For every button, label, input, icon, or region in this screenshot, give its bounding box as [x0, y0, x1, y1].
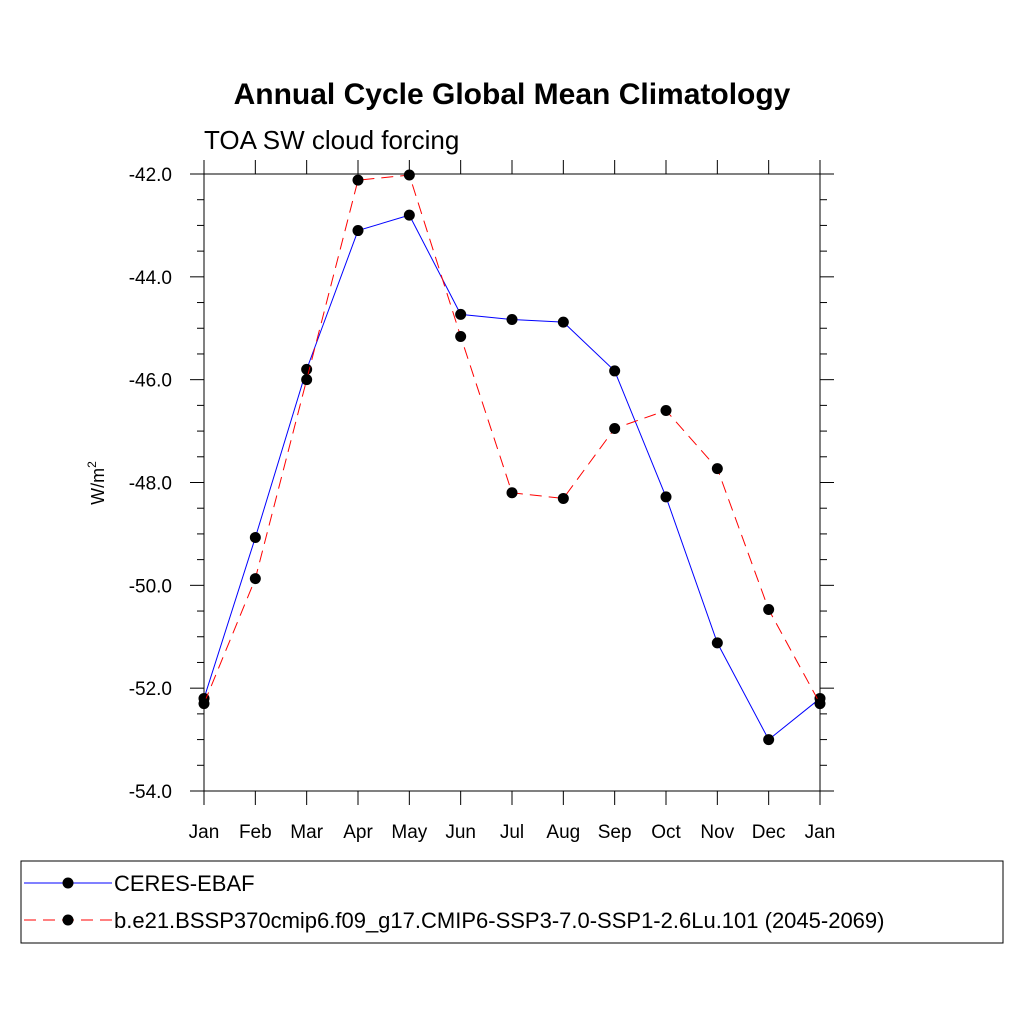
x-tick-label: Nov	[700, 822, 734, 843]
series-1-point	[711, 637, 723, 649]
y-axis-label: W/m2	[85, 461, 108, 505]
series-1-point	[763, 734, 775, 746]
series-1-point	[455, 308, 467, 320]
series-2-point	[711, 463, 723, 475]
y-axis-label-unit: W/m	[88, 468, 108, 505]
series-1-point	[660, 491, 672, 503]
chart-subtitle: TOA SW cloud forcing	[204, 125, 459, 155]
series-2-point	[403, 169, 415, 181]
legend-label-1: CERES-EBAF	[114, 871, 255, 896]
series-1-point	[557, 316, 569, 328]
x-tick-label: Dec	[752, 822, 786, 843]
series-1-point	[249, 532, 261, 544]
series-2-point	[557, 492, 569, 504]
y-tick-label: -54.0	[129, 782, 172, 803]
y-axis-label-exponent: 2	[85, 461, 99, 468]
legend-marker-2	[62, 914, 74, 926]
x-tick-label: Apr	[343, 822, 373, 843]
x-tick-label: May	[391, 822, 427, 843]
series-1-point	[352, 225, 364, 237]
series-2-point	[301, 374, 313, 386]
series-2-point	[660, 405, 672, 417]
series-2-point	[198, 698, 210, 710]
x-tick-label: Mar	[290, 822, 323, 843]
series-2-point	[763, 603, 775, 615]
y-tick-label: -48.0	[129, 474, 172, 495]
series-1-point	[403, 209, 415, 221]
x-tick-label: Jun	[445, 822, 476, 843]
series-2-point	[352, 174, 364, 186]
x-tick-label: Oct	[651, 822, 681, 843]
series-2-point	[506, 487, 518, 499]
x-tick-label: Jul	[500, 822, 524, 843]
plot-frame	[203, 173, 821, 792]
legend-marker-1	[62, 877, 74, 889]
y-tick-label: -52.0	[129, 679, 172, 700]
plot-area: -42.0 -44.0 -46.0 -48.0 -50.0 -52.0 -54.0 Jan Fe…	[129, 160, 836, 843]
series-line-1	[203, 214, 821, 741]
legend: CERES-EBAF b.e21.BSSP370cmip6.f09_g17.CMI…	[20, 860, 1004, 944]
chart-title: Annual Cycle Global Mean Climatology	[234, 78, 791, 111]
series-2-point	[609, 423, 621, 435]
x-tick-label: Sep	[598, 822, 632, 843]
legend-box	[20, 860, 1004, 944]
series-1-point	[301, 363, 313, 375]
series-2-point	[455, 330, 467, 342]
y-tick-label: -42.0	[129, 165, 172, 186]
series-2-point	[249, 573, 261, 585]
y-tick-label: -50.0	[129, 576, 172, 597]
series-line-2	[203, 174, 821, 704]
legend-label-2: b.e21.BSSP370cmip6.f09_g17.CMIP6-SSP3-7.…	[114, 908, 884, 933]
y-tick-label: -46.0	[129, 371, 172, 392]
x-tick-label: Feb	[239, 822, 272, 843]
x-tick-label: Aug	[546, 822, 580, 843]
series-2-point	[814, 698, 826, 710]
y-tick-label: -44.0	[129, 268, 172, 289]
series-1-point	[609, 365, 621, 377]
x-tick-label: Jan	[189, 822, 220, 843]
x-tick-label: Jan	[805, 822, 836, 843]
series-1-point	[506, 314, 518, 326]
